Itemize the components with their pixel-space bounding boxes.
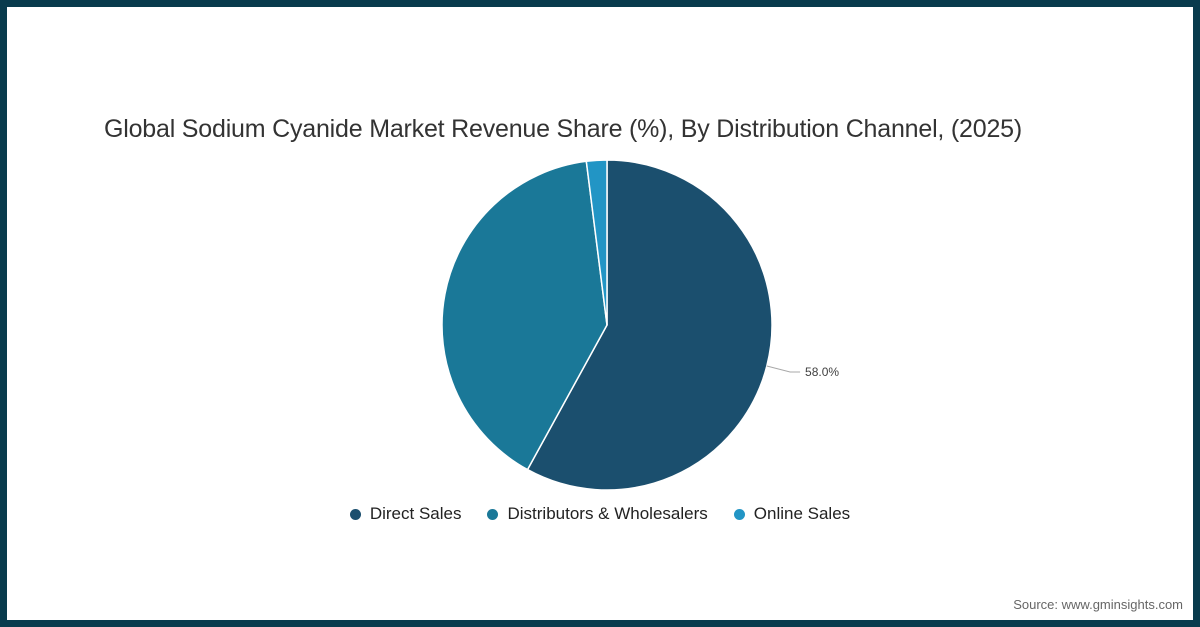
leader-line-direct-sales — [766, 365, 801, 373]
legend-item-online-sales[interactable]: Online Sales — [733, 504, 851, 524]
legend-label-direct-sales: Direct Sales — [369, 504, 462, 523]
legend-dot-direct-sales — [349, 508, 361, 520]
legend: Direct Sales Distributors & Wholesalers On… — [7, 504, 1193, 524]
data-label-direct-sales: 58.0% — [805, 365, 840, 379]
chart-title: Global Sodium Cyanide Market Revenue Sha… — [104, 115, 1022, 143]
legend-label-distributors-wholesalers: Distributors & Wholesalers — [507, 504, 708, 523]
pie-slice-distributors-wholesalers[interactable] — [441, 160, 608, 471]
legend-dot-distributors-wholesalers — [487, 508, 499, 520]
legend-item-distributors-wholesalers[interactable]: Distributors & Wholesalers — [487, 504, 708, 524]
legend-label-online-sales: Online Sales — [753, 504, 851, 523]
pie-chart — [441, 159, 801, 491]
legend-dot-online-sales — [733, 508, 745, 520]
pie-slice-online-sales[interactable] — [585, 159, 608, 326]
source-credit: Source: www.gminsights.com — [1013, 597, 1183, 612]
pie-slice-direct-sales[interactable] — [526, 159, 773, 491]
legend-item-direct-sales[interactable]: Direct Sales — [349, 504, 462, 524]
